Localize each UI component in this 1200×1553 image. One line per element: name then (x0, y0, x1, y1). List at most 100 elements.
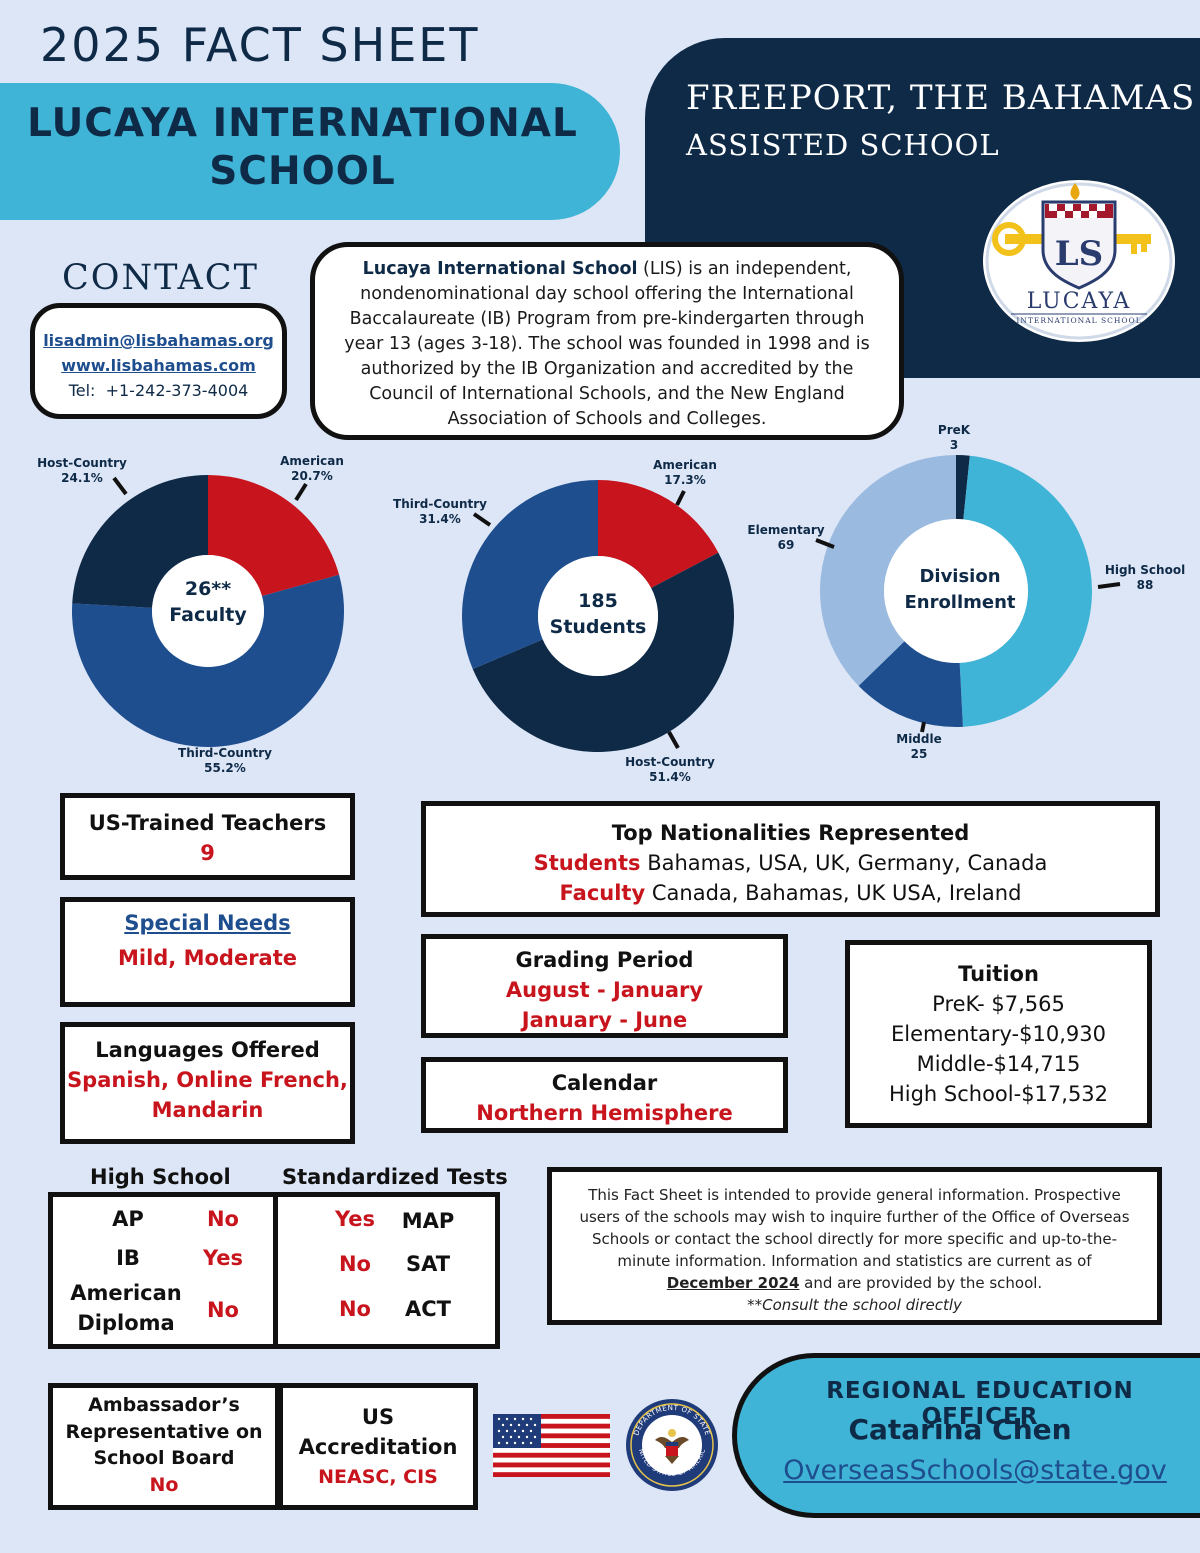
disclaimer-text-a: This Fact Sheet is intended to provide g… (579, 1186, 1130, 1270)
slice-students-american (598, 480, 719, 589)
test-row-sat-label: SAT (405, 1252, 451, 1276)
school-name-line1: LUCAYA INTERNATIONAL (27, 101, 578, 146)
website-link[interactable]: www.lisbahamas.com (61, 356, 256, 375)
students-center-value: 185 (578, 590, 618, 612)
about-lead: Lucaya International School (362, 259, 638, 279)
hs-row-diploma-value: No (206, 1298, 239, 1322)
division-label-high-value: 88 (1136, 578, 1154, 592)
reo-name: Catarina Chen (848, 1413, 1072, 1446)
division-label-elementary: Elementary 69 (744, 523, 828, 553)
board-label-line1: Ambassador’s (88, 1394, 240, 1416)
languages-box: Languages Offered Spanish, Online French… (60, 1022, 355, 1144)
school-logo: LS LUCAYA INTERNATIONAL SCHOOL (983, 180, 1175, 342)
standardized-tests-heading: Standardized Tests (282, 1165, 508, 1189)
division-center-label: Division Enrollment (890, 564, 1030, 616)
faculty-label-third: Third-Country 55.2% (170, 746, 280, 776)
chart-leader-line-7 (920, 721, 926, 733)
faculty-nationalities: Faculty Canada, Bahamas, UK USA, Ireland (426, 878, 1155, 908)
key-crest-icon: LS LUCAYA INTERNATIONAL SCHOOL (985, 182, 1173, 340)
reo-email-link[interactable]: OverseasSchools@state.gov (783, 1455, 1167, 1486)
division-center-line2: Enrollment (904, 592, 1016, 613)
hs-row-ib-value: Yes (202, 1246, 244, 1270)
test-row-sat-value: No (338, 1252, 371, 1276)
tuition-middle: Middle-$14,715 (916, 1052, 1081, 1076)
tests-table (273, 1192, 500, 1349)
tuition-high-school: High School-$17,532 (888, 1082, 1109, 1106)
board-box: Ambassador’s Representative on School Bo… (48, 1383, 280, 1510)
test-row-act-label: ACT (405, 1297, 451, 1321)
school-name-line2: SCHOOL (209, 149, 396, 194)
tuition-box: Tuition PreK- $7,565 Elementary-$10,930 … (845, 940, 1152, 1128)
languages-value-line2: Mandarin (151, 1098, 264, 1122)
chart-leader-line-4 (667, 731, 680, 749)
logo-text: LUCAYA (1027, 289, 1131, 314)
students-label-third: Third-Country 31.4% (388, 497, 492, 527)
slice-division-enrollment-prek (956, 455, 970, 520)
us-trained-label: US-Trained Teachers (88, 811, 327, 835)
accreditation-value: NEASC, CIS (318, 1466, 438, 1488)
us-flag-icon (493, 1414, 610, 1477)
nationalities-box: Top Nationalities Represented Students B… (421, 801, 1160, 917)
students-label-american-name: American (653, 458, 717, 472)
faculty-label-host-name: Host-Country (37, 456, 127, 470)
special-needs-link[interactable]: Special Needs (124, 911, 291, 935)
division-label-elementary-name: Elementary (747, 523, 825, 537)
hs-row-diploma-label: American Diploma (56, 1278, 196, 1338)
students-label-third-name: Third-Country (393, 497, 487, 511)
division-center-line1: Division (919, 566, 1001, 587)
accreditation-label-line2: Accreditation (298, 1435, 458, 1459)
calendar-value: Northern Hemisphere (476, 1101, 733, 1125)
division-label-high: High School 88 (1100, 563, 1190, 593)
division-label-elementary-value: 69 (777, 538, 795, 552)
faculty-center-title: Faculty (169, 604, 247, 626)
high-school-table (48, 1192, 278, 1349)
students-nat-value: Bahamas, USA, UK, Germany, Canada (647, 851, 1048, 875)
faculty-center-value: 26** (184, 578, 232, 600)
slice-division-enrollment-middle (858, 641, 963, 727)
faculty-label-host-value: 24.1% (61, 471, 103, 485)
about-body: (LIS) is an independent, nondenomination… (344, 259, 870, 429)
state-department-seal-icon: DEPARTMENT OF STATE UNITED STATES OF AME… (622, 1392, 719, 1492)
division-label-high-name: High School (1104, 563, 1186, 577)
students-label-host-name: Host-Country (625, 755, 715, 769)
hs-row-diploma-label-line1: American (70, 1281, 182, 1305)
special-needs-value: Mild, Moderate (117, 946, 298, 970)
school-location: FREEPORT, THE BAHAMAS (686, 78, 1196, 118)
high-school-heading: High School (90, 1165, 231, 1189)
students-nat-label: Students (533, 851, 641, 875)
logo-subtext: INTERNATIONAL SCHOOL (1016, 316, 1141, 325)
students-nationalities: Students Bahamas, USA, UK, Germany, Cana… (426, 848, 1155, 878)
us-trained-box: US-Trained Teachers 9 (60, 793, 355, 880)
email-link[interactable]: lisadmin@lisbahamas.org (43, 331, 274, 350)
hs-row-diploma-label-line2: Diploma (77, 1311, 175, 1335)
phone-number: +1-242-373-4004 (105, 381, 249, 400)
hs-row-ap-value: No (206, 1207, 239, 1231)
faculty-nat-value: Canada, Bahamas, UK USA, Ireland (651, 881, 1022, 905)
board-label-line2: Representative on (65, 1420, 263, 1443)
grading-box: Grading Period August - January January … (421, 934, 788, 1038)
disclaimer-text-b: and are provided by the school. (799, 1274, 1043, 1292)
us-trained-value: 9 (200, 841, 215, 865)
faculty-label-third-value: 55.2% (204, 761, 246, 775)
grading-value-1: August - January (505, 978, 704, 1002)
students-label-host-value: 51.4% (649, 770, 691, 784)
division-label-middle: Middle 25 (886, 732, 952, 762)
page-title: 2025 FACT SHEET (40, 18, 480, 72)
board-label-line3: School Board (93, 1447, 235, 1469)
faculty-label-american-value: 20.7% (291, 469, 333, 483)
hs-row-ib-label: IB (116, 1246, 140, 1270)
nationalities-label: Top Nationalities Represented (611, 821, 970, 845)
phone-line: Tel: +1-242-373-4004 (35, 378, 282, 403)
grading-label: Grading Period (515, 948, 694, 972)
special-needs-box: Special Needs Mild, Moderate (60, 897, 355, 1007)
phone-label: Tel: (68, 381, 96, 400)
test-row-act-value: No (338, 1297, 371, 1321)
chart-leader-line-3 (675, 490, 686, 506)
calendar-box: Calendar Northern Hemisphere (421, 1057, 788, 1133)
test-row-map-value: Yes (334, 1207, 376, 1231)
board-value: No (149, 1473, 179, 1496)
disclaimer-box: This Fact Sheet is intended to provide g… (547, 1167, 1162, 1325)
faculty-label-american-name: American (280, 454, 344, 468)
test-row-map-label: MAP (401, 1209, 455, 1233)
division-label-prek-value: 3 (949, 438, 959, 452)
